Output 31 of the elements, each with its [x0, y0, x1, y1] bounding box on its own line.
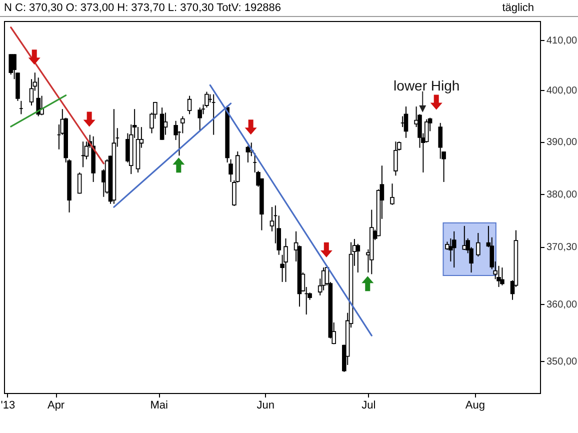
- candlestick: [404, 106, 408, 138]
- candlestick: [77, 172, 82, 194]
- candlestick: [180, 116, 185, 134]
- x-tick-label: Apr: [47, 400, 65, 412]
- chart-subtitle: täglich: [502, 1, 534, 16]
- candlestick: [356, 243, 360, 274]
- x-tick-label: Jun: [256, 400, 275, 412]
- candlestick: [394, 141, 398, 176]
- candlestick: [390, 183, 394, 206]
- x-tick-label: Mai: [150, 400, 168, 412]
- x-tick-label: Aug: [465, 400, 486, 412]
- candlestick: [496, 265, 501, 288]
- y-tick-label: 410,00: [546, 36, 578, 47]
- y-tick-label: 400,00: [546, 86, 578, 97]
- candlestick: [500, 267, 504, 286]
- y-tick-label: 360,00: [546, 299, 578, 310]
- candlestick: [452, 230, 456, 268]
- candlestick: [438, 122, 443, 160]
- x-tick-label: '13: [0, 400, 16, 412]
- candlestick: [228, 158, 233, 182]
- y-tick-label: 390,00: [546, 137, 578, 148]
- annotation: lower High: [394, 77, 460, 94]
- y-tick-label: 380,00: [546, 190, 578, 201]
- x-tick-label: Jul: [362, 400, 376, 412]
- y-tick-label: 350,00: [546, 356, 578, 368]
- chart-title: N C: 370,30 O: 373,00 H: 373,70 L: 370,30 TotV: 192886: [4, 1, 282, 16]
- candlestick: [198, 107, 202, 132]
- candlestick: [476, 232, 480, 257]
- candlestick: [187, 95, 192, 115]
- candlestick: [284, 238, 288, 282]
- y-tick-label: 370,30: [546, 242, 578, 254]
